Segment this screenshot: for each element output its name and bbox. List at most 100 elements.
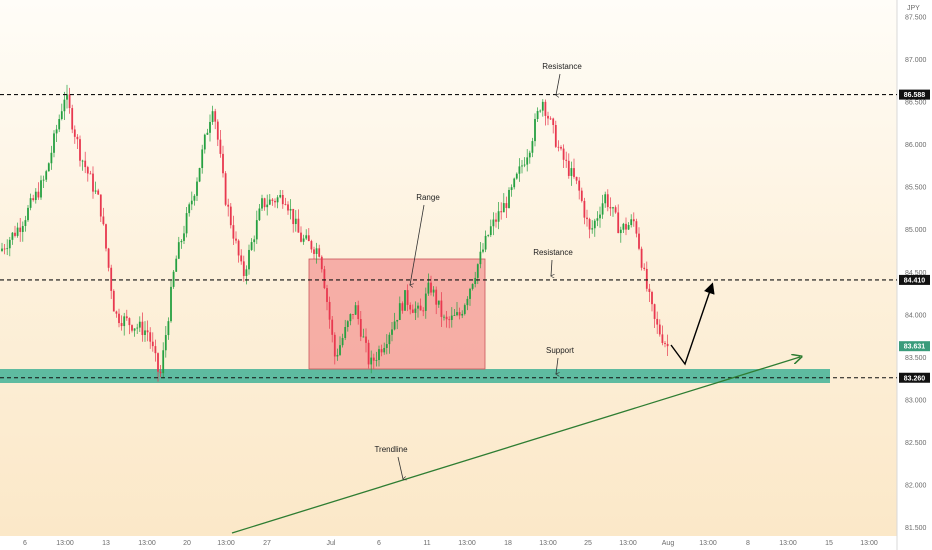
candle-body xyxy=(362,336,365,338)
x-tick-label: 13:00 xyxy=(217,540,235,547)
x-tick-label: 6 xyxy=(23,540,27,547)
candle-body xyxy=(370,357,373,365)
candle-body xyxy=(469,288,471,299)
level-badge-label: 86.588 xyxy=(904,92,926,99)
candle-body xyxy=(419,305,422,311)
candle-body xyxy=(606,194,609,208)
candle-body xyxy=(448,319,451,321)
candle-body xyxy=(170,286,172,322)
candle-body xyxy=(255,220,258,240)
candle-body xyxy=(349,314,352,322)
y-tick-label: 86.000 xyxy=(905,142,927,149)
annotation-range-pointer xyxy=(410,204,425,285)
candle-body xyxy=(320,256,323,270)
candle-body xyxy=(557,146,560,148)
candle-body xyxy=(3,248,6,250)
candle-body xyxy=(97,190,100,195)
candle-body xyxy=(398,303,401,320)
candle-body xyxy=(34,191,37,201)
candle-body xyxy=(612,207,614,209)
candle-body xyxy=(307,235,310,242)
candle-body xyxy=(68,94,71,109)
candle-body xyxy=(58,119,61,130)
candle-body xyxy=(357,305,360,320)
candle-body xyxy=(625,223,627,230)
y-tick-label: 86.500 xyxy=(905,100,927,107)
candle-body xyxy=(513,178,516,188)
candle-body xyxy=(396,319,399,322)
y-tick-label: 82.000 xyxy=(905,482,927,489)
candle-body xyxy=(474,277,477,285)
candle-body xyxy=(53,133,55,153)
candle-body xyxy=(27,207,29,221)
candle-body xyxy=(346,321,349,328)
candle-body xyxy=(479,251,482,265)
candle-body xyxy=(328,301,331,320)
candle-body xyxy=(198,168,201,182)
candle-body xyxy=(339,345,341,355)
candle-body xyxy=(430,282,432,293)
candle-body xyxy=(1,248,3,251)
candle-body xyxy=(593,220,596,229)
candle-body xyxy=(528,152,531,158)
levels xyxy=(0,94,897,379)
candle-body xyxy=(268,199,271,205)
candle-body xyxy=(240,255,243,262)
candle-body xyxy=(656,318,659,325)
candle-body xyxy=(609,207,612,209)
y-tick-label: 83.500 xyxy=(905,355,927,362)
x-tick-label: 13:00 xyxy=(860,540,878,547)
candle-body xyxy=(463,305,466,314)
candle-body xyxy=(570,168,573,176)
y-tick-label: 81.500 xyxy=(905,525,927,532)
candle-body xyxy=(411,309,414,313)
candle-body xyxy=(245,269,248,276)
candle-body xyxy=(414,308,417,313)
candle-body xyxy=(125,316,128,319)
candle-body xyxy=(219,139,222,154)
candle-body xyxy=(146,330,149,333)
candle-body xyxy=(149,332,152,342)
candle-body xyxy=(500,211,503,213)
candle-body xyxy=(302,238,305,242)
candle-body xyxy=(250,242,253,250)
x-tick-label: 13:00 xyxy=(458,540,476,547)
candle-body xyxy=(502,203,505,213)
candle-body xyxy=(235,238,237,241)
candle-body xyxy=(471,284,474,289)
candle-body xyxy=(175,258,178,272)
last-price-label: 83.631 xyxy=(904,344,926,351)
candle-body xyxy=(417,305,419,309)
candle-body xyxy=(81,160,84,162)
candle-body xyxy=(154,346,157,354)
candle-body xyxy=(505,203,508,208)
candle-body xyxy=(63,99,66,112)
candle-body xyxy=(440,300,443,317)
candle-body xyxy=(375,360,378,361)
candle-body xyxy=(393,321,396,330)
candle-body xyxy=(385,344,388,348)
candle-body xyxy=(648,288,651,292)
candle-body xyxy=(151,341,154,347)
candle-body xyxy=(289,208,292,211)
candle-body xyxy=(331,319,334,335)
level-badge xyxy=(899,372,930,383)
candle-body xyxy=(461,313,464,316)
candle-body xyxy=(14,232,16,236)
candle-body xyxy=(326,288,328,302)
candle-body xyxy=(489,226,492,236)
annotation-resistance-mid: Resistance xyxy=(533,248,573,257)
support-zone xyxy=(0,369,830,383)
candle-body xyxy=(232,225,235,239)
candle-body xyxy=(76,136,79,140)
candle-body xyxy=(159,371,162,374)
candle-body xyxy=(435,289,438,305)
candle-body xyxy=(281,194,284,205)
candle-body xyxy=(458,312,461,316)
projection-arrow xyxy=(670,282,715,366)
candle-body xyxy=(409,304,412,310)
candle-body xyxy=(372,357,375,361)
candle-body xyxy=(552,118,555,126)
candle-body xyxy=(248,249,250,270)
annotation-trendline-pointer xyxy=(397,456,403,479)
